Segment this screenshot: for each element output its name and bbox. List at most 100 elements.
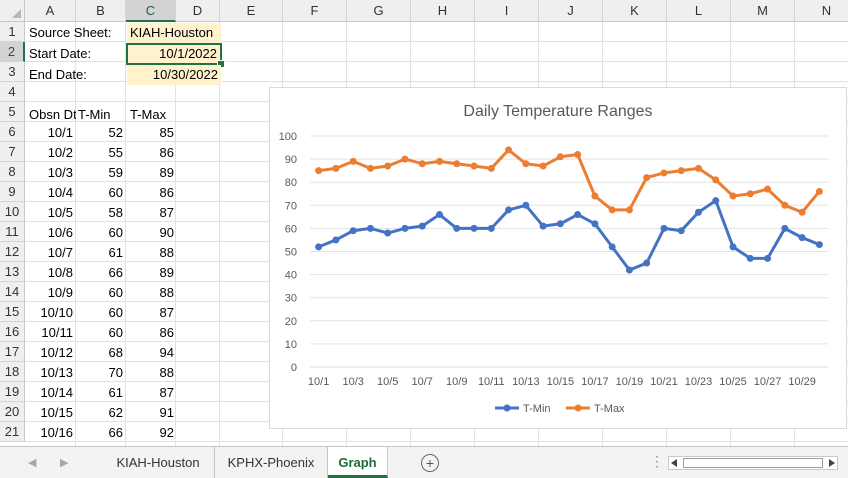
scroll-right-arrow-icon[interactable] — [829, 459, 835, 467]
data-cell[interactable]: 89 — [159, 165, 174, 180]
data-cell[interactable]: 55 — [108, 145, 123, 160]
chart-object[interactable]: Daily Temperature Ranges 0 10 20 30 40 50 60 70… — [269, 87, 847, 429]
data-cell[interactable]: 10/5 — [47, 205, 73, 220]
data-cell[interactable]: 10/13 — [40, 365, 73, 380]
data-cell[interactable]: 91 — [159, 405, 174, 420]
row-header-11[interactable]: 11 — [0, 222, 25, 242]
sheet-tab-kphx-phoenix[interactable]: KPHX-Phoenix — [215, 447, 328, 478]
column-header-b[interactable]: B — [76, 0, 126, 22]
column-header-e[interactable]: E — [220, 0, 283, 22]
data-cell[interactable]: 86 — [159, 145, 174, 160]
data-cell[interactable]: 60 — [108, 225, 123, 240]
column-header-n[interactable]: N — [795, 0, 848, 22]
row-header-16[interactable]: 16 — [0, 322, 25, 342]
column-header-h[interactable]: H — [411, 0, 475, 22]
row-header-2[interactable]: 2 — [0, 42, 25, 62]
data-cell[interactable]: 10/4 — [47, 185, 73, 200]
row-header-10[interactable]: 10 — [0, 202, 25, 222]
data-cell[interactable]: 10/10 — [40, 305, 73, 320]
row-header-6[interactable]: 6 — [0, 122, 25, 142]
row-header-8[interactable]: 8 — [0, 162, 25, 182]
data-cell[interactable]: 10/1 — [47, 125, 73, 140]
column-header-m[interactable]: M — [731, 0, 795, 22]
data-cell[interactable]: 92 — [159, 425, 174, 440]
data-cell[interactable]: 88 — [159, 285, 174, 300]
cell-C1-source-value[interactable]: KIAH-Houston — [127, 23, 221, 43]
row-header-19[interactable]: 19 — [0, 382, 25, 402]
column-header-l[interactable]: L — [667, 0, 731, 22]
data-cell[interactable]: 10/14 — [40, 385, 73, 400]
data-cell[interactable]: 60 — [108, 185, 123, 200]
data-cell[interactable]: 89 — [159, 265, 174, 280]
data-cell[interactable]: 66 — [108, 265, 123, 280]
sheet-tab-kiah-houston[interactable]: KIAH-Houston — [102, 447, 215, 478]
row-header-18[interactable]: 18 — [0, 362, 25, 382]
scroll-tabs-right-icon[interactable]: ▶ — [60, 457, 69, 469]
header-t-min[interactable]: T-Min — [78, 107, 111, 122]
row-header-15[interactable]: 15 — [0, 302, 25, 322]
row-header-17[interactable]: 17 — [0, 342, 25, 362]
data-cell[interactable]: 90 — [159, 225, 174, 240]
data-cell[interactable]: 70 — [108, 365, 123, 380]
row-header-5[interactable]: 5 — [0, 102, 25, 122]
data-cell[interactable]: 61 — [108, 245, 123, 260]
row-header-14[interactable]: 14 — [0, 282, 25, 302]
data-cell[interactable]: 10/3 — [47, 165, 73, 180]
data-cell[interactable]: 87 — [159, 385, 174, 400]
column-header-f[interactable]: F — [283, 0, 347, 22]
data-cell[interactable]: 10/9 — [47, 285, 73, 300]
data-cell[interactable]: 10/16 — [40, 425, 73, 440]
scrollbar-thumb[interactable] — [683, 458, 823, 468]
row-header-9[interactable]: 9 — [0, 182, 25, 202]
data-cell[interactable]: 60 — [108, 305, 123, 320]
data-cell[interactable]: 58 — [108, 205, 123, 220]
data-cell[interactable]: 88 — [159, 365, 174, 380]
data-cell[interactable]: 85 — [159, 125, 174, 140]
row-header-13[interactable]: 13 — [0, 262, 25, 282]
row-header-21[interactable]: 21 — [0, 422, 25, 442]
data-cell[interactable]: 10/8 — [47, 265, 73, 280]
cell-A3[interactable]: End Date: — [29, 67, 87, 82]
header-obsn-dt[interactable]: Obsn Dt — [29, 107, 76, 122]
row-header-1[interactable]: 1 — [0, 22, 25, 42]
data-cell[interactable]: 86 — [159, 325, 174, 340]
row-header-12[interactable]: 12 — [0, 242, 25, 262]
data-cell[interactable]: 68 — [108, 345, 123, 360]
data-cell[interactable]: 88 — [159, 245, 174, 260]
scroll-left-arrow-icon[interactable] — [671, 459, 677, 467]
data-cell[interactable]: 52 — [108, 125, 123, 140]
tab-split-handle[interactable]: ⋮ — [650, 453, 665, 469]
data-cell[interactable]: 62 — [108, 405, 123, 420]
horizontal-scrollbar[interactable] — [668, 456, 838, 470]
data-cell[interactable]: 10/2 — [47, 145, 73, 160]
data-cell[interactable]: 59 — [108, 165, 123, 180]
data-cell[interactable]: 60 — [108, 325, 123, 340]
data-cell[interactable]: 10/7 — [47, 245, 73, 260]
add-sheet-icon[interactable]: + — [421, 454, 439, 472]
scroll-tabs-left-icon[interactable]: ◀ — [28, 457, 37, 469]
column-header-k[interactable]: K — [603, 0, 667, 22]
column-header-i[interactable]: I — [475, 0, 539, 22]
data-cell[interactable]: 87 — [159, 305, 174, 320]
row-header-7[interactable]: 7 — [0, 142, 25, 162]
data-cell[interactable]: 87 — [159, 205, 174, 220]
cell-A1[interactable]: Source Sheet: — [29, 25, 112, 40]
cell-C2-start-date[interactable]: 10/1/2022 — [126, 43, 222, 65]
data-cell[interactable]: 66 — [108, 425, 123, 440]
column-header-c[interactable]: C — [126, 0, 176, 22]
sheet-tab-graph[interactable]: Graph — [328, 447, 388, 478]
header-t-max[interactable]: T-Max — [130, 107, 167, 122]
column-header-j[interactable]: J — [539, 0, 603, 22]
data-cell[interactable]: 10/15 — [40, 405, 73, 420]
data-cell[interactable]: 86 — [159, 185, 174, 200]
fill-handle[interactable] — [217, 60, 225, 68]
cell-A2[interactable]: Start Date: — [29, 46, 92, 61]
row-header-20[interactable]: 20 — [0, 402, 25, 422]
data-cell[interactable]: 60 — [108, 285, 123, 300]
column-header-g[interactable]: G — [347, 0, 411, 22]
data-cell[interactable]: 61 — [108, 385, 123, 400]
column-header-a[interactable]: A — [25, 0, 76, 22]
row-header-3[interactable]: 3 — [0, 62, 25, 82]
cell-C3-end-date[interactable]: 10/30/2022 — [127, 65, 221, 85]
column-header-d[interactable]: D — [176, 0, 220, 22]
